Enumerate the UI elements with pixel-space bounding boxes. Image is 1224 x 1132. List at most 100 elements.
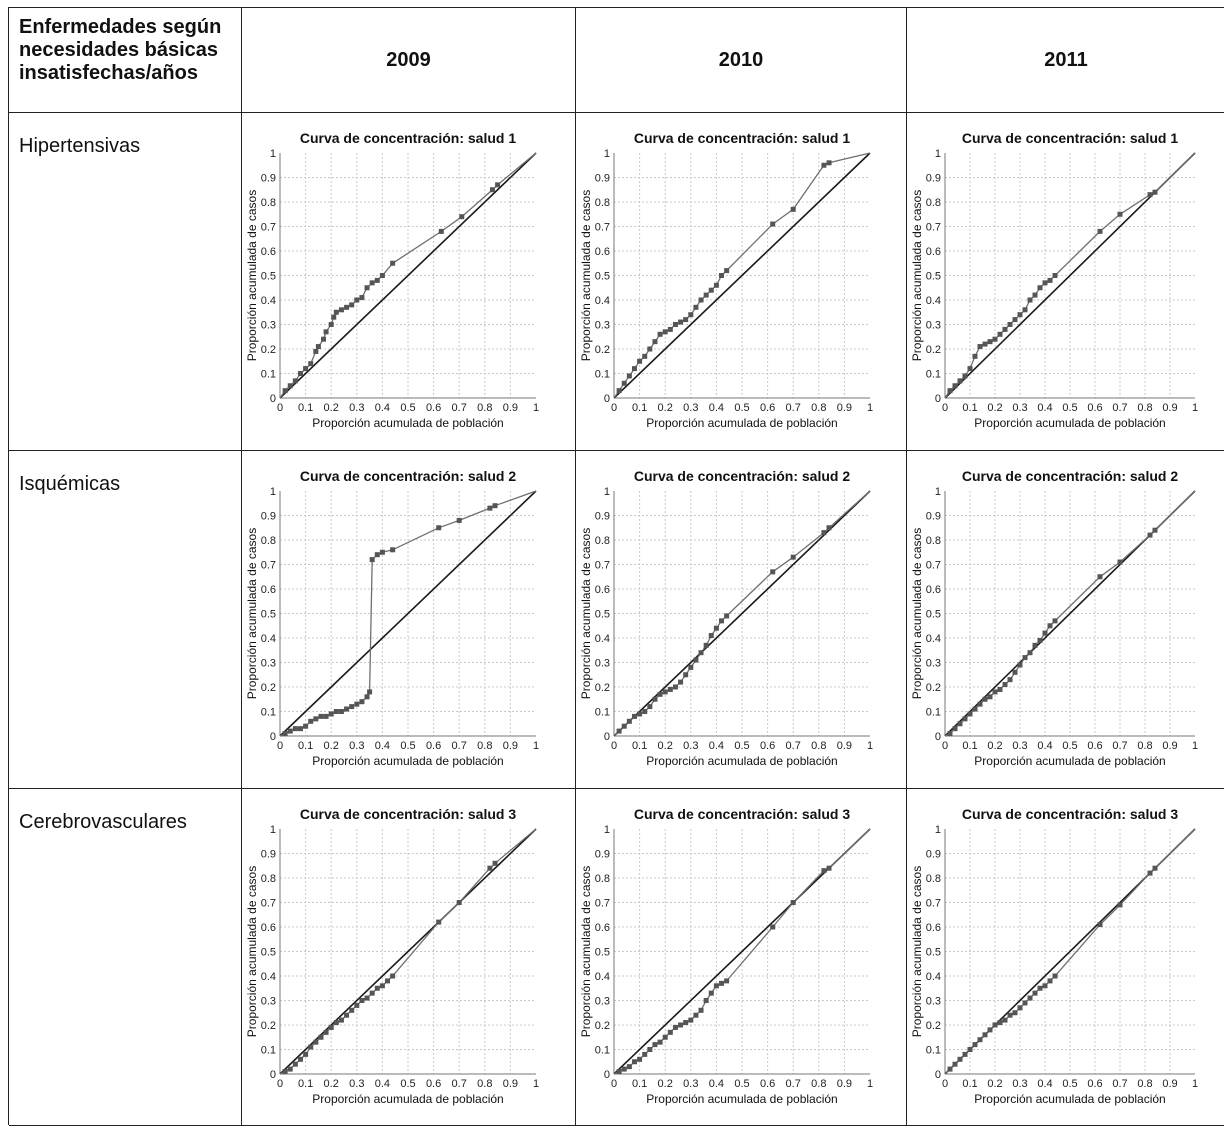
data-point [683, 317, 689, 323]
data-point [492, 860, 498, 866]
data-point [642, 353, 648, 359]
y-tick-label: 0.8 [595, 873, 610, 885]
y-tick-label: 0.4 [595, 633, 610, 645]
data-point [790, 206, 796, 212]
y-tick-label: 0.7 [595, 222, 610, 234]
y-tick-label: 0.1 [926, 1045, 941, 1057]
data-point [344, 706, 350, 712]
y-tick-label: 0.3 [595, 320, 610, 332]
y-tick-label: 0.1 [595, 369, 610, 381]
data-point [1017, 662, 1023, 668]
data-point [631, 1059, 637, 1065]
data-point [637, 358, 643, 364]
data-point [662, 689, 668, 695]
y-tick-label: 0.5 [261, 271, 276, 283]
y-tick-label: 0.9 [261, 849, 276, 861]
y-tick-label: 0.4 [261, 633, 276, 645]
data-point [703, 292, 709, 298]
data-point [947, 1066, 953, 1072]
data-point [1007, 322, 1013, 327]
y-tick-label: 0 [270, 393, 276, 405]
y-tick-label: 0.1 [926, 707, 941, 719]
y-tick-label: 0.5 [926, 609, 941, 621]
y-tick-label: 0.8 [261, 873, 276, 885]
x-tick-label: 0.7 [1112, 1078, 1127, 1090]
data-point [626, 718, 632, 724]
y-tick-label: 0.5 [926, 271, 941, 283]
concentration-curve [613, 490, 871, 737]
y-tick-label: 0.3 [926, 996, 941, 1008]
x-tick-label: 0.8 [477, 402, 492, 414]
x-tick-label: 0.8 [811, 740, 826, 752]
concentration-curve [613, 152, 871, 399]
x-tick-label: 0.6 [760, 1078, 775, 1090]
data-point [344, 1012, 350, 1018]
data-point [790, 554, 796, 560]
x-tick-label: 0.2 [658, 1078, 673, 1090]
data-point [1017, 1005, 1023, 1011]
data-point [667, 686, 673, 692]
x-tick-label: 0.7 [786, 1078, 801, 1090]
equality-line [279, 828, 537, 1075]
data-point [977, 1037, 983, 1043]
x-tick-label: 0.8 [477, 740, 492, 752]
data-point [719, 980, 725, 986]
data-point [982, 1032, 988, 1038]
data-point [338, 709, 344, 714]
data-point [338, 1017, 344, 1023]
chart-cell: Curva de concentración: salud 2 0 0 0.1 0.1 0… [242, 451, 576, 789]
data-point [992, 336, 998, 342]
data-point [672, 684, 678, 690]
y-tick-label: 0.2 [926, 1020, 941, 1032]
x-axis-label: Proporción acumulada de población [312, 1092, 503, 1106]
data-point [821, 530, 827, 536]
x-tick-label: 0.7 [786, 402, 801, 414]
y-tick-label: 0.3 [595, 658, 610, 670]
x-tick-label: 0.8 [1137, 1078, 1152, 1090]
data-point [456, 517, 462, 523]
data-point [367, 689, 373, 695]
y-tick-label: 0.7 [261, 222, 276, 234]
data-point [683, 1020, 689, 1026]
chart-title: Curva de concentración: salud 1 [634, 130, 850, 146]
data-point [688, 1017, 694, 1023]
x-tick-label: 0.9 [503, 740, 518, 752]
data-point [328, 1024, 334, 1030]
data-point [1147, 192, 1153, 198]
y-tick-label: 0.8 [595, 535, 610, 547]
data-point [359, 998, 365, 1003]
data-point [459, 214, 465, 220]
data-point [354, 701, 360, 707]
x-tick-label: 0.2 [987, 402, 1002, 414]
chart-cell: Curva de concentración: salud 3 0 0 0.1 0.1 0… [907, 789, 1224, 1126]
x-tick-label: 0.6 [1087, 740, 1102, 752]
y-tick-label: 0.1 [261, 369, 276, 381]
data-point [708, 287, 714, 293]
chart-cell: Curva de concentración: salud 1 0 0 0.1 0.1 0… [907, 113, 1224, 451]
x-tick-label: 0 [277, 1078, 283, 1090]
data-point [1097, 228, 1103, 234]
y-tick-label: 0.9 [595, 511, 610, 523]
data-point [997, 1020, 1003, 1026]
data-point [349, 302, 355, 308]
x-tick-label: 0.4 [375, 740, 390, 752]
data-point [1027, 995, 1033, 1001]
y-tick-label: 0.4 [261, 971, 276, 983]
x-tick-label: 0.9 [1162, 740, 1177, 752]
y-tick-label: 0.6 [926, 922, 941, 934]
data-point [369, 557, 375, 563]
y-tick-label: 0 [604, 731, 610, 743]
y-tick-label: 0 [270, 731, 276, 743]
x-tick-label: 0.3 [683, 402, 698, 414]
chart-title: Curva de concentración: salud 2 [300, 468, 516, 484]
x-tick-label: 0.2 [324, 402, 339, 414]
x-tick-label: 0.3 [1012, 740, 1027, 752]
y-tick-label: 1 [604, 148, 610, 160]
x-tick-label: 0.5 [400, 1078, 415, 1090]
concentration-curve [279, 490, 537, 737]
x-tick-label: 0 [942, 740, 948, 752]
x-axis-label: Proporción acumulada de población [646, 416, 837, 430]
data-point [826, 160, 832, 166]
y-tick-label: 0.6 [595, 246, 610, 258]
x-tick-label: 0.9 [1162, 1078, 1177, 1090]
